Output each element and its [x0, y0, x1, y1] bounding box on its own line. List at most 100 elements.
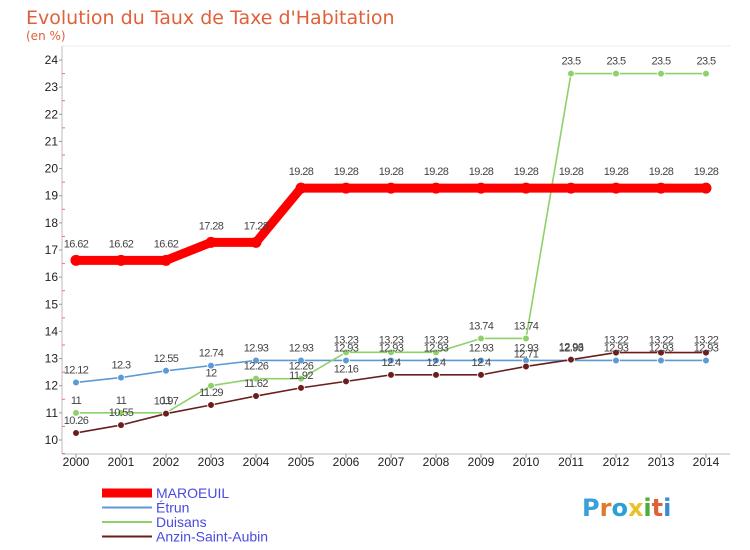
- x-tick-label: 2000: [63, 455, 90, 469]
- x-tick-label: 2010: [513, 455, 540, 469]
- data-label: 19.28: [289, 166, 314, 178]
- data-label: 12.93: [604, 342, 629, 354]
- y-tick-label: 24: [45, 53, 59, 67]
- series-layer: [70, 69, 712, 437]
- y-tick-label: 10: [45, 433, 59, 447]
- data-label: 16.62: [109, 238, 134, 250]
- data-label: 23.5: [651, 56, 670, 68]
- chart-title: Evolution du Taux de Taxe d'Habitation: [26, 7, 395, 29]
- data-label: 11.92: [289, 370, 313, 382]
- logo-letter: x: [628, 494, 644, 522]
- y-tick-label: 20: [45, 162, 59, 176]
- data-point: [387, 371, 395, 379]
- data-point: [252, 374, 260, 383]
- logo-letter: r: [600, 494, 612, 522]
- data-point: [297, 356, 305, 365]
- data-point: [520, 182, 532, 194]
- data-label: 17.28: [244, 220, 269, 232]
- data-label: 12.12: [64, 364, 89, 376]
- data-point: [160, 254, 172, 266]
- x-tick-label: 2002: [153, 455, 180, 469]
- data-label: 12.93: [244, 342, 269, 354]
- data-point: [432, 348, 440, 357]
- logo-letter: P: [582, 494, 600, 522]
- data-point: [250, 236, 262, 248]
- chart-axes: 10 11 12 13 14 15 16 17 18 19 20 21 22 23 24 2000 2001 20…: [45, 45, 730, 469]
- y-tick-label: 16: [45, 270, 59, 284]
- data-label: 13.22: [649, 335, 674, 347]
- data-label: 12.71: [514, 348, 539, 360]
- data-label: 12.93: [559, 342, 584, 354]
- data-label: 19.28: [604, 166, 629, 178]
- data-point: [387, 348, 395, 357]
- data-point: [477, 371, 485, 379]
- data-label: 12.93: [694, 342, 719, 354]
- proxiti-logo: Proxiti: [582, 494, 671, 522]
- data-point: [522, 362, 530, 371]
- data-label: 16.62: [64, 238, 89, 250]
- data-label: 13.22: [604, 335, 629, 347]
- data-label: 10.97: [154, 396, 179, 408]
- y-tick-label: 15: [45, 297, 59, 311]
- data-point: [565, 182, 577, 194]
- y-tick-label: 22: [45, 107, 59, 121]
- data-label: 11.29: [199, 387, 223, 399]
- legend-label: MAROEUIL: [156, 485, 229, 501]
- data-point: [385, 182, 397, 194]
- data-label: 12.16: [334, 363, 359, 375]
- data-label: 12.96: [559, 342, 584, 354]
- data-label: 12.3: [111, 360, 130, 372]
- logo-letter: o: [611, 494, 628, 522]
- data-point: [567, 355, 575, 364]
- y-tick-label: 21: [45, 134, 59, 148]
- y-tick-label: 17: [45, 243, 59, 257]
- data-point: [612, 356, 620, 365]
- data-point: [477, 334, 485, 343]
- data-label: 12.93: [334, 342, 359, 354]
- data-labels-layer: 12.12 12.312.55 12.74 12.93 12.93 12.93 12.93 1…: [64, 56, 720, 427]
- data-point: [567, 69, 575, 78]
- data-label: 12.4: [471, 357, 490, 369]
- data-point: [610, 182, 622, 194]
- data-label: 19.28: [469, 166, 494, 178]
- x-tick-label: 2007: [378, 455, 405, 469]
- data-point: [117, 373, 125, 382]
- data-label: 10.26: [64, 415, 89, 427]
- legend-label: Anzin-Saint-Aubin: [156, 529, 268, 545]
- data-point: [522, 334, 530, 343]
- data-label: 13.74: [469, 320, 494, 332]
- x-tick-label: 2014: [693, 455, 720, 469]
- data-point: [700, 182, 712, 194]
- x-tick-label: 2008: [423, 455, 450, 469]
- y-tick-label: 19: [45, 189, 59, 203]
- data-point: [297, 384, 305, 392]
- x-tick-label: 2003: [198, 455, 225, 469]
- data-point: [702, 356, 710, 365]
- data-point: [475, 182, 487, 194]
- legend-label: Duisans: [156, 514, 207, 530]
- data-label: 11: [116, 395, 127, 407]
- data-label: 11: [71, 395, 82, 407]
- data-label: 19.28: [559, 166, 584, 178]
- y-tick-label: 23: [45, 80, 59, 94]
- data-label: 12.26: [289, 361, 314, 373]
- data-point: [477, 356, 485, 365]
- data-label: 12.4: [381, 357, 400, 369]
- data-point: [162, 409, 170, 418]
- y-tick-label: 11: [46, 406, 59, 420]
- data-point: [207, 401, 215, 409]
- x-tick-label: 2013: [648, 455, 675, 469]
- data-point: [342, 348, 350, 357]
- data-point: [72, 378, 80, 387]
- y-tick-label: 13: [45, 352, 59, 366]
- data-point: [207, 361, 215, 370]
- y-tick-label: 12: [45, 379, 59, 393]
- data-point: [117, 409, 125, 417]
- data-label: 13.23: [424, 334, 449, 346]
- data-point: [702, 69, 710, 78]
- data-label: 12.93: [289, 342, 314, 354]
- data-label: 13.23: [334, 334, 359, 346]
